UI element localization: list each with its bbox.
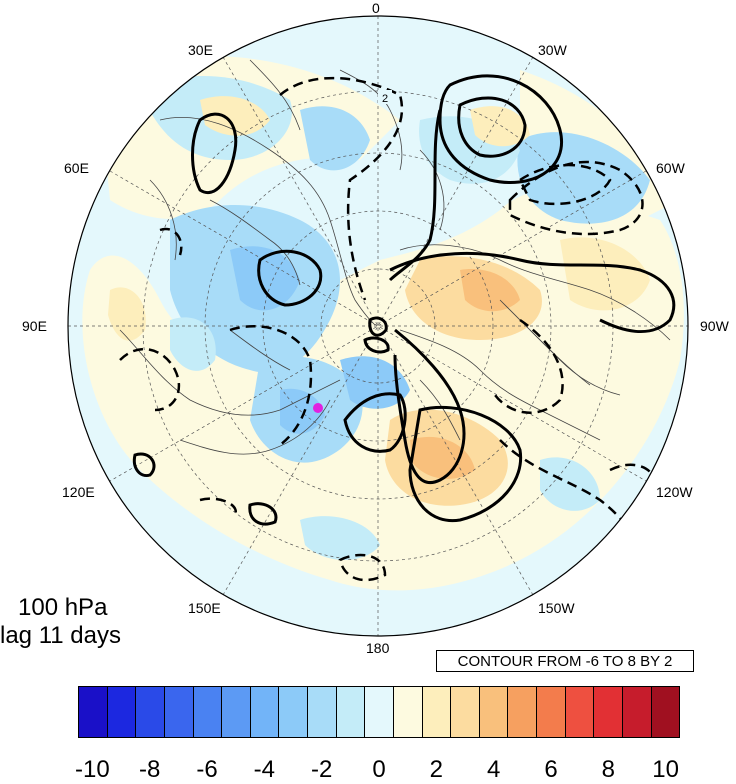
- colorbar-tick-label: 2: [429, 756, 444, 783]
- colorbar-tick-label: -2: [310, 756, 333, 783]
- colorbar-tick-label: -6: [196, 756, 218, 783]
- colorbar-tick-label: -4: [253, 756, 275, 783]
- colorbar-box: [565, 687, 595, 737]
- lag-label: lag 11 days: [0, 622, 121, 649]
- lon-label-180: 180: [366, 640, 390, 656]
- colorbar-box: [107, 687, 137, 737]
- colorbar-tick-label: 6: [544, 756, 558, 783]
- colorbar-tick-label: 8: [601, 756, 616, 783]
- lon-label-120e: 120E: [62, 484, 95, 500]
- colorbar-box: [79, 687, 108, 737]
- highlight-point: [313, 403, 323, 413]
- colorbar-box: [622, 687, 652, 737]
- colorbar-box: [336, 687, 366, 737]
- colorbar-box: [393, 687, 423, 737]
- colorbar-box: [451, 687, 480, 737]
- colorbar-box: [250, 687, 280, 737]
- lon-label-60e: 60E: [64, 160, 89, 176]
- colorbar-box: [279, 687, 308, 737]
- lon-label-60w: 60W: [656, 160, 685, 176]
- lon-label-150w: 150W: [538, 600, 575, 616]
- lon-label-90w: 90W: [700, 318, 729, 334]
- coastlines: [119, 59, 671, 455]
- colorbar-box: [479, 687, 509, 737]
- colorbar-box: [308, 687, 337, 737]
- colorbar-box: [422, 687, 452, 737]
- lon-label-120w: 120W: [656, 484, 693, 500]
- colorbar-box: [365, 687, 394, 737]
- colorbar-box: [193, 687, 223, 737]
- contour-lines: [119, 74, 676, 582]
- colorbar-tick-label: 0: [372, 756, 386, 783]
- lon-label-30e: 30E: [188, 42, 213, 58]
- colorbar: [78, 686, 680, 738]
- colorbar-tick-label: -8: [138, 756, 161, 783]
- pressure-level-label: 100 hPa: [18, 594, 108, 621]
- polar-map: 2: [67, 15, 689, 637]
- colorbar-tick-label: -10: [74, 756, 110, 783]
- lon-label-150e: 150E: [188, 600, 221, 616]
- colorbar-box: [164, 687, 194, 737]
- contour-info-box: CONTOUR FROM -6 TO 8 BY 2: [436, 650, 694, 672]
- colorbar-box: [222, 687, 251, 737]
- colorbar-box: [508, 687, 537, 737]
- contour-label: 2: [382, 93, 388, 105]
- colorbar-tick-label: 4: [486, 756, 501, 783]
- colorbar-tick-label: 10: [652, 756, 680, 783]
- colorbar-box: [594, 687, 623, 737]
- colorbar-box: [651, 687, 680, 737]
- map-boundary: [67, 15, 689, 637]
- lon-label-0: 0: [372, 0, 380, 16]
- lon-label-90e: 90E: [22, 318, 47, 334]
- colorbar-box: [136, 687, 165, 737]
- lon-label-30w: 30W: [538, 42, 567, 58]
- colorbar-box: [537, 687, 566, 737]
